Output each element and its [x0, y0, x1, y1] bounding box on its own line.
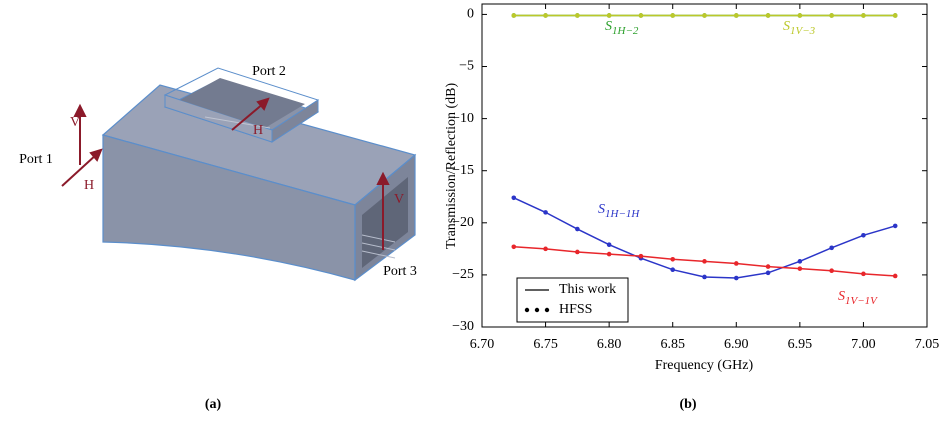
data-point	[798, 259, 803, 264]
data-point	[607, 242, 612, 247]
x-axis-label: Frequency (GHz)	[655, 358, 754, 373]
data-point	[639, 254, 644, 259]
port-label: Port 3	[383, 264, 417, 279]
data-point	[702, 13, 707, 18]
y-tick-label: −25	[452, 267, 474, 282]
waveguide-diagram: Port 2 Port 1 Port 3 V H H V	[19, 64, 417, 280]
y-tick-label: −30	[452, 319, 474, 334]
data-point	[543, 210, 548, 215]
series-symbol: S	[783, 19, 790, 34]
data-point	[893, 224, 898, 229]
y-tick-label: −15	[452, 163, 474, 178]
legend-swatch	[535, 308, 539, 312]
data-point	[670, 267, 675, 272]
legend-label: This work	[559, 282, 616, 297]
data-point	[734, 13, 739, 18]
polarization-label: V	[70, 115, 80, 130]
data-point	[861, 13, 866, 18]
series-label: S1H−2	[605, 19, 639, 36]
port-label: Port 2	[252, 64, 286, 79]
x-tick-label: 7.00	[851, 337, 876, 352]
x-tick-label: 6.85	[660, 337, 685, 352]
polarization-label: H	[253, 123, 263, 138]
polarization-label: H	[84, 178, 94, 193]
data-point	[829, 268, 834, 273]
plot: 6.70 6.75 6.80 6.85 6.90 6.95 7.00 7.05 −30 −25 −2…	[452, 4, 939, 352]
data-point	[766, 271, 771, 276]
x-tick-label: 6.70	[470, 337, 495, 352]
caption: (a)	[205, 397, 222, 412]
data-point	[798, 266, 803, 271]
series-subscript: 1V−1V	[845, 295, 878, 307]
data-point	[893, 13, 898, 18]
data-point	[702, 259, 707, 264]
data-point	[734, 276, 739, 281]
data-point	[511, 13, 516, 18]
data-point	[766, 264, 771, 269]
series-symbol: S	[605, 19, 612, 34]
data-point	[798, 13, 803, 18]
port-label: Port 1	[19, 152, 53, 167]
legend-swatch	[545, 308, 549, 312]
data-point	[861, 272, 866, 277]
x-tick-label: 6.75	[533, 337, 558, 352]
data-point	[575, 227, 580, 232]
x-tick-label: 6.80	[597, 337, 622, 352]
data-point	[829, 246, 834, 251]
polarization-label: V	[394, 192, 404, 207]
data-point	[893, 274, 898, 279]
y-tick-label: −10	[452, 111, 474, 126]
data-point	[766, 13, 771, 18]
data-point	[734, 261, 739, 266]
data-point	[639, 13, 644, 18]
x-tick-label: 7.05	[915, 337, 940, 352]
figure: Port 2 Port 1 Port 3 V H H V (a) (b) Fre…	[0, 0, 944, 421]
data-point	[607, 252, 612, 257]
series-label: S1V−1V	[838, 289, 878, 306]
y-tick-label: −20	[452, 215, 474, 230]
x-tick-label: 6.95	[788, 337, 813, 352]
legend-swatch	[525, 308, 529, 312]
data-point	[575, 250, 580, 255]
data-point	[511, 196, 516, 201]
series-label: S1H−1H	[598, 202, 640, 219]
data-point	[861, 233, 866, 238]
data-point	[543, 247, 548, 252]
x-tick-label: 6.90	[724, 337, 749, 352]
series-subscript: 1H−1H	[605, 208, 640, 220]
series-line	[514, 198, 895, 278]
data-point	[607, 13, 612, 18]
series-subscript: 1H−2	[612, 25, 639, 37]
data-point	[543, 13, 548, 18]
caption: (b)	[679, 397, 696, 412]
series-label: S1V−3	[783, 19, 816, 36]
series-symbol: S	[838, 289, 845, 304]
series-symbol: S	[598, 202, 605, 217]
data-point	[575, 13, 580, 18]
data-point	[670, 257, 675, 262]
y-tick-label: −5	[459, 59, 474, 74]
y-tick-label: 0	[467, 7, 474, 22]
data-point	[702, 275, 707, 280]
legend-label: HFSS	[559, 302, 592, 317]
data-point	[511, 244, 516, 249]
series-subscript: 1V−3	[790, 25, 816, 37]
data-point	[829, 13, 834, 18]
data-point	[670, 13, 675, 18]
